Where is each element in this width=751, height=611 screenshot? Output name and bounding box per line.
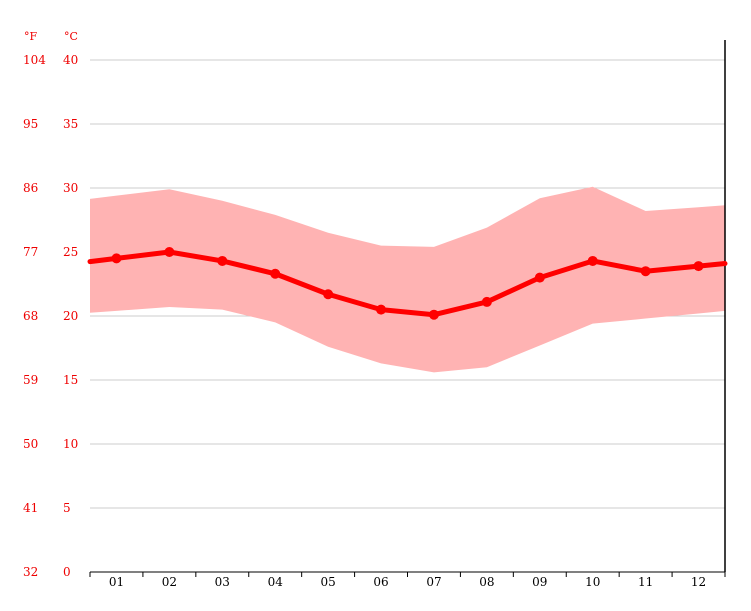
data-point [481, 296, 492, 307]
month-tick-label: 03 [215, 575, 230, 589]
celsius-tick-label: 20 [63, 309, 78, 323]
celsius-tick-label: 40 [63, 53, 78, 67]
celsius-unit-label: °C [64, 30, 78, 43]
fahrenheit-tick-label: 68 [23, 309, 38, 323]
month-tick-label: 12 [691, 575, 706, 589]
x-tick-labels: 01 02 03 04 05 06 07 08 09 10 11 12 [109, 575, 706, 589]
month-tick-label: 07 [426, 575, 441, 589]
fahrenheit-tick-label: 41 [23, 501, 38, 515]
celsius-tick-label: 35 [63, 117, 78, 131]
celsius-tick-label: 15 [63, 373, 78, 387]
month-tick-label: 11 [638, 575, 653, 589]
average-temperature-line [87, 249, 728, 318]
celsius-tick-label: 5 [63, 501, 71, 515]
month-tick-label: 10 [585, 575, 600, 589]
data-point [640, 266, 651, 277]
data-point [428, 309, 439, 320]
month-tick-label: 01 [109, 575, 124, 589]
data-point [587, 255, 598, 266]
month-tick-label: 08 [479, 575, 494, 589]
month-tick-label: 05 [320, 575, 335, 589]
month-tick-label: 02 [162, 575, 177, 589]
celsius-tick-label: 30 [63, 181, 78, 195]
month-tick-label: 06 [373, 575, 388, 589]
data-point [693, 261, 704, 272]
month-tick-label: 04 [268, 575, 284, 589]
fahrenheit-tick-label: 59 [23, 373, 38, 387]
fahrenheit-tick-label: 86 [23, 181, 38, 195]
data-points [111, 247, 704, 320]
celsius-tick-label: 10 [63, 437, 78, 451]
fahrenheit-tick-label: 32 [23, 565, 38, 579]
fahrenheit-tick-label: 104 [23, 53, 46, 67]
data-point [270, 268, 281, 279]
temperature-range-band [90, 186, 725, 373]
data-point [534, 272, 545, 283]
data-point [111, 253, 122, 264]
fahrenheit-tick-label: 50 [23, 437, 38, 451]
data-point [164, 247, 175, 257]
data-point [376, 304, 387, 315]
fahrenheit-tick-label: 77 [23, 245, 38, 259]
celsius-tick-label: 0 [63, 565, 71, 579]
axes [89, 40, 726, 577]
fahrenheit-tick-label: 95 [23, 117, 38, 131]
y-tick-labels: 32 0 41 5 50 10 59 15 68 20 77 25 86 30 95 35 104 40 [23, 53, 78, 579]
fahrenheit-unit-label: °F [24, 30, 38, 43]
month-tick-label: 09 [532, 575, 547, 589]
celsius-tick-label: 25 [63, 245, 78, 259]
data-point [217, 255, 228, 266]
data-point [323, 289, 334, 300]
